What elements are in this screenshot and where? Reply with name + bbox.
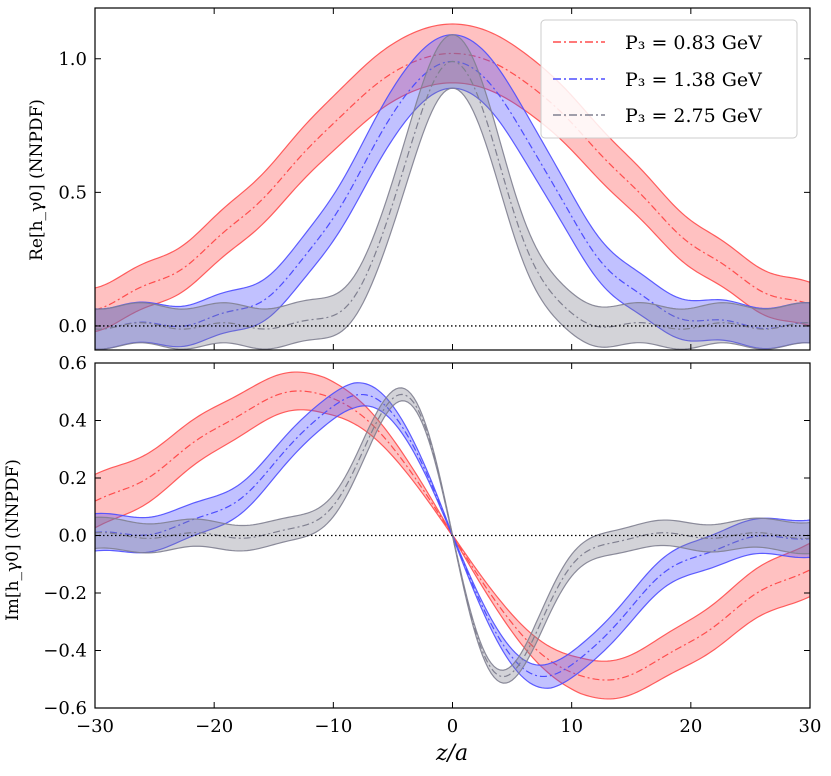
xtick-label: −30 <box>76 716 114 737</box>
ytick-label-real: 1.0 <box>58 49 87 70</box>
ytick-label-imag: −0.4 <box>43 641 87 662</box>
ytick-label-imag: −0.6 <box>43 698 87 719</box>
xtick-label: 30 <box>799 716 822 737</box>
band-real-2 <box>95 34 810 350</box>
line-real-3 <box>95 60 810 330</box>
ytick-label-imag: 0.2 <box>58 468 87 489</box>
legend-label-2: P₃ = 1.38 GeV <box>625 69 762 91</box>
ytick-label-real: 0.5 <box>58 182 87 203</box>
line-imag-2 <box>95 393 810 678</box>
band-real-1 <box>95 23 810 333</box>
xlabel: z/a <box>435 741 468 766</box>
band-real-3 <box>95 34 810 350</box>
xtick-label: 20 <box>679 716 702 737</box>
legend-label-3: P₃ = 2.75 GeV <box>625 105 762 127</box>
legend-label-1: P₃ = 0.83 GeV <box>625 32 762 54</box>
panel-real: 0.0 0.5 1.0 <box>58 7 811 351</box>
panel-imag: −30 −20 −10 0 10 20 30 −0.6 −0.4 −0.2 0.0 0.2 0.4 0.6 <box>43 353 821 737</box>
plot-area <box>95 23 810 350</box>
ylabel-imag: Im[h_γ0] (NNPDF) <box>3 459 23 621</box>
ytick-label-imag: 0.0 <box>58 526 87 547</box>
ytick-label-imag: 0.4 <box>58 411 87 432</box>
ylabel-real: Re[h_γ0] (NNPDF) <box>27 99 47 261</box>
ytick-label-real: 0.0 <box>58 316 87 337</box>
legend-box <box>540 19 798 139</box>
ytick-label-imag: 0.6 <box>58 353 87 374</box>
xtick-label: −10 <box>314 716 352 737</box>
line-real-1 <box>95 52 810 311</box>
xtick-label: −20 <box>195 716 233 737</box>
plot-area <box>95 371 810 700</box>
xtick-label: 0 <box>447 716 458 737</box>
legend: P₃ = 0.83 GeV P₃ = 1.38 GeV P₃ = 2.75 Ge… <box>540 19 798 139</box>
xtick-label: 10 <box>560 716 583 737</box>
ytick-label-imag: −0.2 <box>43 583 87 604</box>
